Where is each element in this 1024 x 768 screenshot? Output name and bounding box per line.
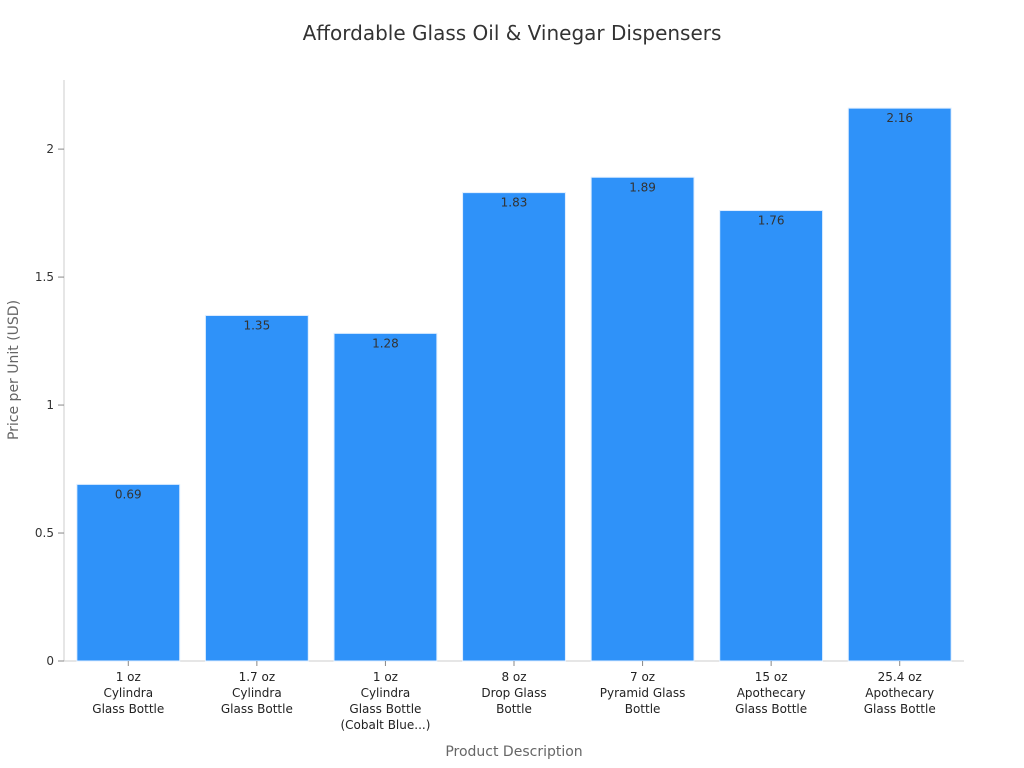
- x-category-label-line: Glass Bottle: [735, 702, 807, 716]
- x-category-label-line: 7 oz: [630, 670, 655, 684]
- x-category-label-line: Cylindra: [232, 686, 282, 700]
- y-tick-label: 2: [46, 142, 54, 156]
- x-category-label-line: 1.7 oz: [239, 670, 276, 684]
- x-category-label: 25.4 oz Apothecary Glass Bottle: [864, 670, 936, 716]
- x-category-label-line: 25.4 oz: [878, 670, 922, 684]
- value-labels-group: 0.69 1.35 1.28 1.83 1.89 1.76 2.16: [115, 111, 913, 501]
- bars-group: [76, 107, 952, 662]
- x-category-label-line: 15 oz: [755, 670, 788, 684]
- x-category-label-line: 8 oz: [501, 670, 526, 684]
- bar-value-label: 2.16: [886, 111, 913, 125]
- bar[interactable]: [76, 483, 181, 662]
- y-tick-label: 0.5: [35, 526, 54, 540]
- x-category-label: 15 oz Apothecary Glass Bottle: [735, 670, 807, 716]
- y-axis-title: Price per Unit (USD): [6, 300, 22, 440]
- bar[interactable]: [590, 176, 695, 662]
- x-category-label: 7 oz Pyramid Glass Bottle: [600, 670, 686, 716]
- bar[interactable]: [462, 192, 566, 662]
- chart-title: Affordable Glass Oil & Vinegar Dispenser…: [303, 21, 722, 45]
- bar[interactable]: [719, 210, 824, 662]
- bar[interactable]: [847, 107, 952, 662]
- x-category-label-line: Glass Bottle: [92, 702, 164, 716]
- x-category-label-line: Bottle: [496, 702, 532, 716]
- bar-value-label: 1.28: [372, 336, 399, 350]
- x-category-label-line: 1 oz: [116, 670, 141, 684]
- bar-value-label: 1.89: [629, 180, 656, 194]
- bar[interactable]: [204, 314, 309, 662]
- x-category-label-line: Cylindra: [103, 686, 153, 700]
- x-category-label-line: Glass Bottle: [864, 702, 936, 716]
- bar[interactable]: [333, 332, 438, 662]
- bar-value-label: 0.69: [115, 487, 142, 501]
- y-tick-label: 1: [46, 398, 54, 412]
- x-category-label: 1 oz Cylindra Glass Bottle (Cobalt Blue...): [340, 670, 430, 732]
- x-axis-title: Product Description: [445, 744, 582, 760]
- x-category-label: 1.7 oz Cylindra Glass Bottle: [221, 670, 293, 716]
- x-category-label-line: Bottle: [625, 702, 661, 716]
- x-category-label-line: Apothecary: [737, 686, 806, 700]
- y-tick-label: 1.5: [35, 270, 54, 284]
- y-tick-label: 0: [46, 654, 54, 668]
- x-category-label-line: Drop Glass: [481, 686, 546, 700]
- x-category-label-line: 1 oz: [373, 670, 398, 684]
- x-category-label-line: Pyramid Glass: [600, 686, 686, 700]
- x-category-label-line: Cylindra: [361, 686, 411, 700]
- bar-value-label: 1.83: [501, 196, 528, 210]
- y-axis-ticks: 0 0.5 1 1.5 2: [35, 142, 64, 668]
- bar-value-label: 1.76: [758, 214, 785, 228]
- x-category-label-line: Apothecary: [865, 686, 934, 700]
- x-category-label-line: Glass Bottle: [349, 702, 421, 716]
- x-axis-category-labels: 1 oz Cylindra Glass Bottle 1.7 oz Cylindra Gl…: [92, 661, 936, 732]
- bar-value-label: 1.35: [243, 318, 270, 332]
- x-category-label: 8 oz Drop Glass Bottle: [481, 670, 546, 716]
- x-category-label-line: (Cobalt Blue...): [340, 718, 430, 732]
- x-category-label: 1 oz Cylindra Glass Bottle: [92, 670, 164, 716]
- x-category-label-line: Glass Bottle: [221, 702, 293, 716]
